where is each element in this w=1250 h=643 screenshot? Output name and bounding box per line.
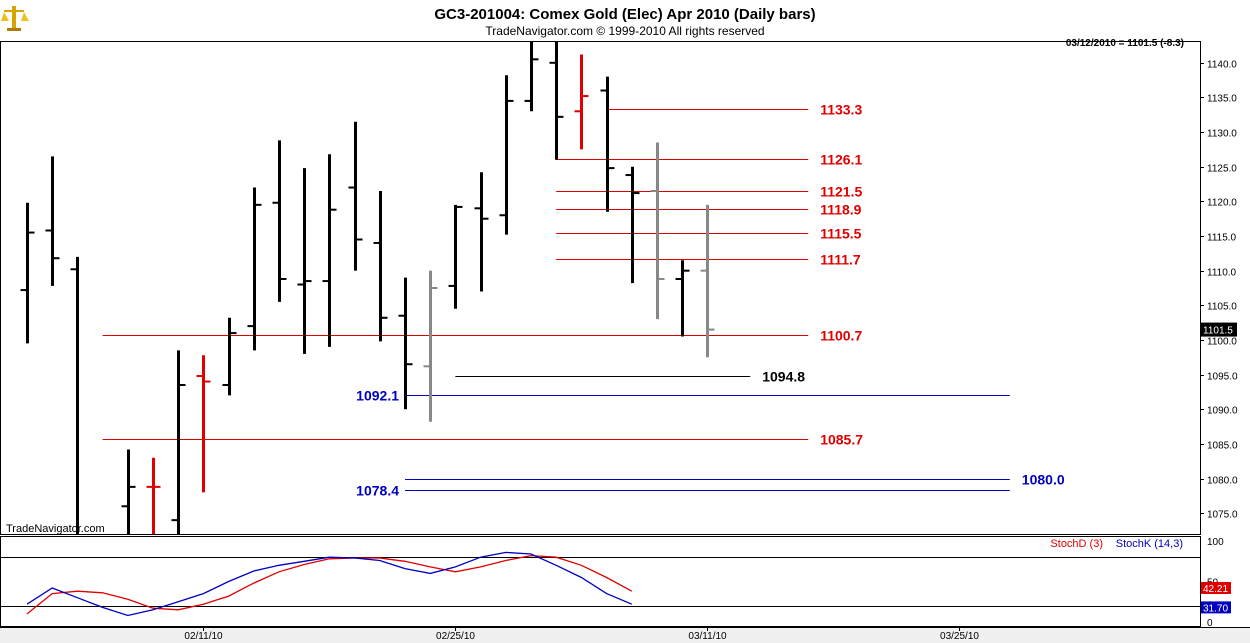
level-label: 1126.1 — [820, 152, 862, 168]
stoch-series-line — [26, 554, 633, 615]
price-axis: 1075.0 1080.0 1085.0 1090.0 1095.0 1100.0 1105… — [1200, 60, 1238, 521]
last-price-marker — [1201, 322, 1237, 337]
ohlc-bar — [448, 204, 463, 309]
last-price-readout: 03/12/2010 = 1101.5 (-8.3) — [1066, 38, 1184, 49]
ohlc-bar — [675, 260, 690, 337]
x-tick-label: 02/11/10 — [184, 631, 223, 642]
ohlc-bar — [423, 270, 438, 422]
y-tick-label: 1140.0 — [1207, 60, 1237, 71]
stoch-y-tick-label: 0 — [1207, 618, 1213, 629]
stoch-y-tick-label: 100 — [1207, 537, 1224, 548]
time-axis-band — [0, 627, 1250, 643]
ohlc-bar — [474, 172, 489, 292]
price-panel-frame — [0, 41, 1201, 535]
y-tick-label: 1085.0 — [1207, 441, 1238, 452]
price-bars-group — [20, 42, 715, 534]
ohlc-bar — [322, 154, 337, 347]
y-tick-label: 1105.0 — [1207, 302, 1237, 313]
level-label: 1115.5 — [820, 226, 861, 242]
legend-stochd: StochD (3) — [1050, 538, 1103, 550]
ohlc-bar — [70, 256, 79, 534]
ohlc-bar — [524, 42, 539, 112]
date-axis: 02/11/10 02/25/10 03/11/10 03/25/10 — [184, 627, 979, 642]
y-tick-label: 1080.0 — [1207, 476, 1238, 487]
chart-title: GC3-201004: Comex Gold (Elec) Apr 2010 (… — [434, 6, 815, 23]
legend-stochk: StochK (14,3) — [1116, 538, 1183, 550]
level-label: 1094.8 — [762, 369, 805, 385]
level-label: 1118.9 — [820, 202, 861, 218]
ohlc-bar — [700, 204, 715, 358]
y-tick-label: 1100.0 — [1207, 337, 1237, 348]
ohlc-bar — [499, 75, 514, 235]
level-label: 1111.7 — [820, 252, 861, 268]
y-tick-label: 1095.0 — [1207, 372, 1238, 383]
ohlc-bar — [45, 156, 60, 286]
y-tick-label: 1075.0 — [1207, 510, 1238, 521]
stoch-value-marker-label: 42.21 — [1203, 584, 1228, 595]
ohlc-bar — [373, 190, 388, 342]
level-label: 1133.3 — [820, 102, 862, 118]
ohlc-bar — [625, 166, 640, 284]
level-lines-group: 1133.3 1126.1 1121.5 1118.9 1115.5 1111.7 1100… — [102, 102, 1065, 499]
level-label: 1085.7 — [820, 432, 863, 448]
x-tick-label: 03/25/10 — [940, 631, 979, 642]
ohlc-bar — [297, 168, 312, 354]
ohlc-bar — [549, 42, 564, 160]
ohlc-bar — [222, 317, 237, 396]
ohlc-bar — [196, 355, 211, 493]
level-label: 1080.0 — [1022, 472, 1065, 488]
y-tick-label: 1110.0 — [1207, 268, 1237, 279]
stoch-panel-frame — [0, 536, 1201, 627]
y-tick-label: 1130.0 — [1207, 129, 1237, 140]
ohlc-bar — [650, 142, 665, 320]
last-price-marker-label: 1101.5 — [1203, 326, 1233, 337]
stoch-series-line — [26, 551, 633, 617]
ohlc-bar — [348, 121, 363, 271]
x-tick-label: 03/11/10 — [688, 631, 727, 642]
watermark-text: TradeNavigator.com — [6, 523, 105, 535]
ohlc-bar — [574, 54, 589, 150]
x-tick-label: 02/25/10 — [436, 631, 475, 642]
ohlc-bar — [247, 187, 262, 351]
ohlc-bar — [20, 202, 35, 344]
copyright-text: TradeNavigator.com © 1999-2010 All right… — [485, 24, 764, 38]
level-label: 1121.5 — [820, 184, 862, 200]
ohlc-bar — [121, 449, 136, 534]
stoch-value-marker-label: 31.70 — [1203, 603, 1228, 614]
y-tick-label: 1090.0 — [1207, 406, 1238, 417]
ohlc-bar — [272, 140, 287, 302]
scales-icon — [1, 6, 29, 31]
y-tick-label: 1120.0 — [1207, 198, 1237, 209]
ohlc-bar — [600, 76, 615, 212]
level-label: 1092.1 — [356, 388, 399, 404]
stoch-value-marker — [1201, 581, 1231, 594]
ohlc-bar — [398, 277, 413, 410]
y-tick-label: 1125.0 — [1207, 164, 1237, 175]
y-tick-label: 1115.0 — [1207, 233, 1237, 244]
y-tick-label: 1135.0 — [1207, 94, 1237, 105]
ohlc-bar — [171, 350, 186, 534]
level-label: 1100.7 — [820, 328, 862, 344]
level-label: 1078.4 — [356, 483, 399, 499]
ohlc-bar — [146, 457, 161, 534]
stoch-value-marker — [1201, 601, 1231, 614]
